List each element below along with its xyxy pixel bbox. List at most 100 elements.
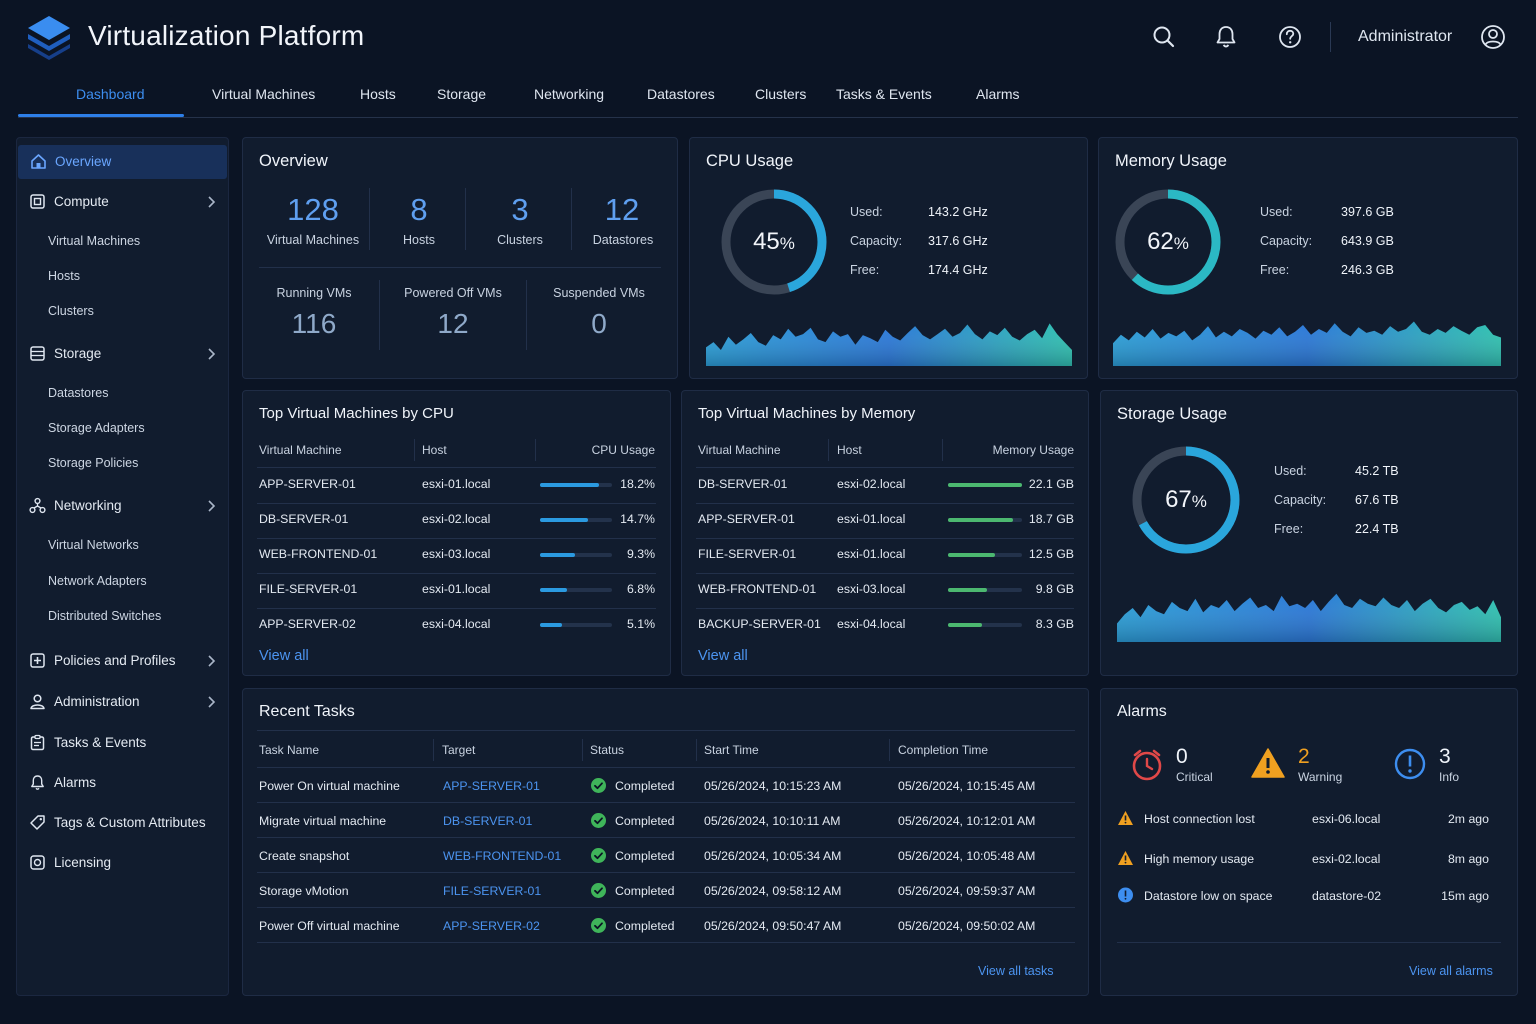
overview-card: Overview 128 Virtual Machines 8 Hosts 3 …	[242, 137, 678, 379]
vm-name-cell: WEB-FRONTEND-01	[259, 547, 378, 561]
user-avatar-icon[interactable]	[1480, 24, 1506, 50]
sidebar-item-licensing[interactable]: Licensing	[17, 846, 228, 880]
task-completion-time-cell: 05/26/2024, 10:12:01 AM	[898, 814, 1036, 828]
cpu-usage-bar-fill	[540, 518, 588, 522]
view-all-tasks-link[interactable]: View all tasks	[978, 964, 1054, 978]
view-all-memory-link[interactable]: View all	[698, 648, 748, 664]
cpu-usage-value: 5.1%	[626, 617, 655, 631]
sidebar-subitem-hosts[interactable]: Hosts	[48, 269, 80, 283]
host-cell: esxi-01.local	[422, 582, 491, 596]
row-divider	[696, 573, 1074, 574]
column-header-start-time: Start Time	[704, 743, 759, 757]
task-target-link[interactable]: APP-SERVER-02	[443, 919, 540, 933]
host-cell: esxi-03.local	[422, 547, 491, 561]
chevron-right-icon	[208, 348, 216, 360]
tab-hosts[interactable]: Hosts	[360, 86, 396, 102]
sidebar-item-tasks-events[interactable]: Tasks & Events	[17, 726, 228, 760]
sidebar-subitem-network-adapters[interactable]: Network Adapters	[48, 574, 147, 588]
task-status-cell: Completed	[615, 779, 675, 793]
search-icon[interactable]	[1151, 24, 1177, 50]
sidebar-subitem-clusters[interactable]: Clusters	[48, 304, 94, 318]
alarm-message[interactable]: Host connection lost	[1144, 812, 1255, 826]
help-icon[interactable]	[1277, 24, 1303, 50]
storage-usage-card: Storage Usage 67% Used: 45.2 TB Capacity…	[1100, 390, 1518, 676]
cpu-usage-bar	[540, 483, 612, 487]
chevron-right-icon	[208, 655, 216, 667]
memory-usage-value: 22.1 GB	[1028, 477, 1074, 491]
check-circle-icon	[591, 813, 606, 828]
row-divider	[257, 837, 1075, 838]
storage-free-key: Free:	[1274, 522, 1304, 536]
column-divider	[696, 739, 697, 761]
task-target-link[interactable]: DB-SERVER-01	[443, 814, 533, 828]
sidebar-item-storage[interactable]: Storage	[17, 337, 228, 371]
info-label: Info	[1439, 770, 1460, 784]
vm-name-cell: FILE-SERVER-01	[259, 582, 358, 596]
alarm-message[interactable]: High memory usage	[1144, 852, 1255, 866]
sidebar-item-networking[interactable]: Networking	[17, 489, 228, 523]
sidebar-subitem-virtual-machines[interactable]: Virtual Machines	[48, 234, 141, 248]
check-circle-icon	[591, 848, 606, 863]
task-target-link[interactable]: WEB-FRONTEND-01	[443, 849, 562, 863]
tab-alarms[interactable]: Alarms	[976, 86, 1020, 102]
tab-storage[interactable]: Storage	[437, 86, 487, 102]
vm-name-cell: APP-SERVER-01	[259, 477, 356, 491]
memory-capacity-value: 643.9 GB	[1341, 234, 1394, 248]
tab-clusters[interactable]: Clusters	[755, 86, 807, 102]
sidebar: Overview Compute Virtual Machines Hosts …	[16, 137, 229, 996]
row-divider	[696, 608, 1074, 609]
row-divider	[257, 907, 1075, 908]
cpu-usage-value: 18.2%	[620, 477, 655, 491]
powered-off-vms-count: 12	[437, 308, 469, 339]
memory-free-key: Free:	[1260, 263, 1290, 277]
task-start-time-cell: 05/26/2024, 09:50:47 AM	[704, 919, 842, 933]
memory-usage-donut	[1115, 189, 1221, 295]
row-divider	[696, 467, 1074, 468]
column-divider	[582, 739, 583, 761]
tab-tasks-events[interactable]: Tasks & Events	[836, 86, 932, 102]
chevron-right-icon	[208, 696, 216, 708]
divider	[1117, 942, 1501, 943]
sidebar-subitem-storage-policies[interactable]: Storage Policies	[48, 456, 139, 470]
sidebar-subitem-distributed-switches[interactable]: Distributed Switches	[48, 609, 162, 623]
vm-name-cell: WEB-FRONTEND-01	[698, 582, 817, 596]
check-circle-icon	[591, 883, 606, 898]
tag-icon	[30, 815, 45, 830]
bell-icon[interactable]	[1213, 24, 1239, 50]
sidebar-item-alarms[interactable]: Alarms	[17, 766, 228, 800]
divider	[379, 280, 380, 350]
sidebar-item-tags-attributes[interactable]: Tags & Custom Attributes	[17, 806, 228, 840]
recent-tasks-title: Recent Tasks	[259, 703, 355, 720]
cluster-count-label: Clusters	[497, 233, 543, 247]
row-divider	[257, 467, 656, 468]
cpu-usage-bar-fill	[540, 623, 562, 627]
column-divider	[828, 439, 829, 461]
host-count-label: Hosts	[403, 233, 435, 247]
tab-networking[interactable]: Networking	[534, 86, 605, 102]
sidebar-subitem-storage-adapters[interactable]: Storage Adapters	[48, 421, 145, 435]
divider	[465, 188, 466, 250]
warning-triangle-icon	[1118, 851, 1133, 865]
sidebar-item-administration[interactable]: Administration	[17, 685, 228, 719]
storage-free-value: 22.4 TB	[1355, 522, 1399, 536]
view-all-alarms-link[interactable]: View all alarms	[1409, 964, 1493, 978]
task-target-link[interactable]: FILE-SERVER-01	[443, 884, 542, 898]
sidebar-item-policies-profiles[interactable]: Policies and Profiles	[17, 644, 228, 678]
tab-datastores[interactable]: Datastores	[647, 86, 715, 102]
sidebar-subitem-virtual-networks[interactable]: Virtual Networks	[48, 538, 139, 552]
top-vms-cpu-card: Top Virtual Machines by CPU Virtual Mach…	[242, 390, 671, 676]
tab-virtual-machines[interactable]: Virtual Machines	[212, 86, 316, 102]
critical-alarm-icon	[1132, 749, 1162, 781]
tab-dashboard[interactable]: Dashboard	[76, 86, 145, 102]
sidebar-item-compute[interactable]: Compute	[17, 185, 228, 219]
sidebar-subitem-datastores[interactable]: Datastores	[48, 386, 109, 400]
view-all-cpu-link[interactable]: View all	[259, 648, 309, 664]
sidebar-item-overview[interactable]: Overview	[18, 145, 227, 179]
host-cell: esxi-01.local	[837, 547, 906, 561]
compute-icon	[30, 194, 45, 209]
task-target-link[interactable]: APP-SERVER-01	[443, 779, 540, 793]
memory-usage-value: 8.3 GB	[1035, 617, 1074, 631]
user-name[interactable]: Administrator	[1358, 28, 1453, 45]
alarm-message[interactable]: Datastore low on space	[1144, 889, 1273, 903]
sidebar-item-label: Tags & Custom Attributes	[54, 815, 206, 830]
